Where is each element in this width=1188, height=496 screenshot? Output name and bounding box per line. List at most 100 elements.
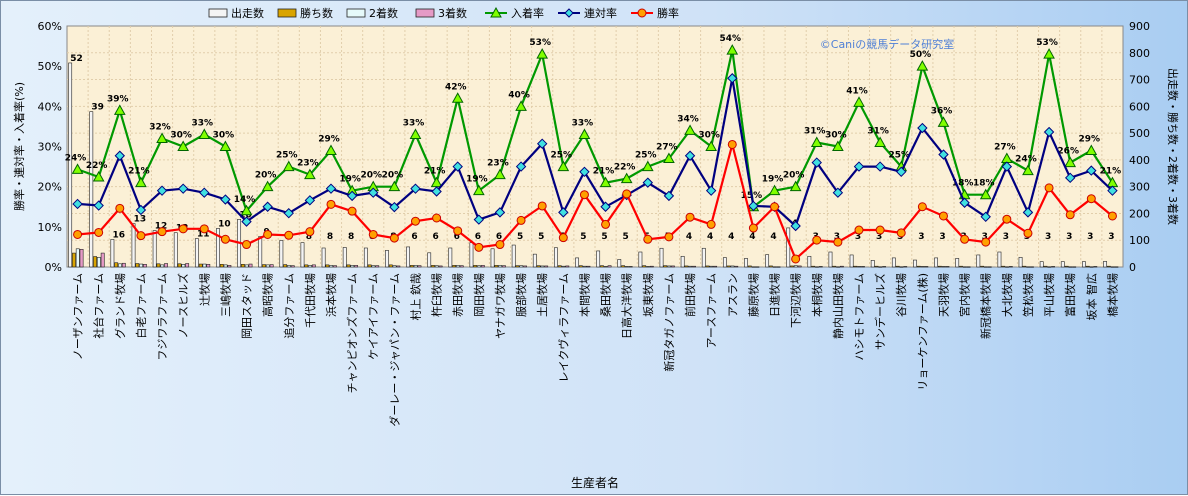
- bar-value-label: 5: [538, 232, 544, 242]
- marker-勝率: [242, 240, 252, 250]
- line-value-label: 21%: [593, 167, 615, 177]
- bar-出走数: [1060, 261, 1065, 268]
- marker-連対率: [72, 198, 83, 210]
- marker-入着率: [219, 140, 232, 151]
- marker-連対率: [177, 183, 189, 194]
- line-value-label: 30%: [698, 131, 720, 141]
- bar-3着数: [861, 266, 865, 268]
- legend-marker: [637, 8, 647, 18]
- bar-勝ち数: [1085, 265, 1090, 268]
- marker-勝率: [516, 215, 526, 225]
- bar-勝ち数: [959, 265, 963, 268]
- bar-勝ち数: [367, 264, 372, 268]
- category-label: 浜本牧場: [324, 273, 338, 317]
- marker-連対率: [727, 73, 738, 84]
- bar-勝ち数: [156, 263, 161, 268]
- marker-連対率: [431, 186, 442, 197]
- bar-出走数: [152, 230, 157, 268]
- bar-出走数: [321, 247, 326, 268]
- line-value-label: 53%: [529, 38, 551, 48]
- category-label: 静内山田牧場: [831, 273, 845, 339]
- category-label: 赤田牧場: [451, 273, 465, 317]
- bar-出走数: [786, 227, 791, 268]
- bar-value-label: 4: [770, 232, 776, 242]
- marker-勝率: [220, 234, 230, 244]
- bar-出走数: [89, 111, 94, 268]
- line-value-label: 21%: [128, 167, 150, 177]
- bar-2着数: [793, 265, 798, 268]
- left-tick-label: 20%: [38, 181, 62, 194]
- marker-連対率: [832, 187, 844, 198]
- line-value-label: 30%: [825, 131, 847, 141]
- bar-出走数: [1082, 261, 1086, 268]
- bar-出走数: [849, 254, 854, 268]
- line-value-label: 23%: [487, 159, 509, 169]
- line-value-label: 20%: [382, 171, 404, 181]
- bar-出走数: [701, 247, 706, 268]
- marker-入着率: [1022, 164, 1034, 176]
- marker-入着率: [599, 176, 612, 188]
- bar-value-label: 3: [982, 232, 988, 242]
- category-label: ダーレー・ジャパン・ファーム: [387, 273, 401, 427]
- bar-2着数: [603, 266, 608, 268]
- bar-勝ち数: [473, 265, 478, 268]
- left-tick-label: 40%: [38, 100, 62, 113]
- marker-勝率: [812, 235, 822, 245]
- marker-勝率: [1065, 210, 1075, 220]
- marker-勝率: [643, 234, 653, 244]
- bar-value-label: 5: [517, 232, 523, 242]
- bar-勝ち数: [980, 265, 985, 268]
- bar-勝ち数: [219, 264, 224, 268]
- line-value-label: 29%: [318, 135, 340, 145]
- marker-入着率: [135, 176, 147, 188]
- marker-連対率: [600, 201, 611, 212]
- marker-入着率: [282, 160, 295, 172]
- bar-2着数: [709, 265, 714, 268]
- bar-2着数: [815, 266, 819, 268]
- marker-入着率: [240, 204, 253, 216]
- bar-3着数: [565, 265, 570, 268]
- marker-連対率: [811, 157, 822, 168]
- left-tick-label: 10%: [38, 221, 62, 234]
- category-label: 高昭牧場: [261, 273, 275, 317]
- marker-入着率: [768, 184, 781, 196]
- bar-3着数: [523, 265, 527, 268]
- marker-連対率: [896, 166, 907, 178]
- bar-3着数: [1114, 266, 1119, 268]
- marker-入着率: [937, 116, 950, 127]
- bar-勝ち数: [262, 264, 266, 268]
- marker-勝率: [94, 227, 104, 237]
- bar-2着数: [624, 266, 629, 268]
- marker-勝率: [1002, 214, 1012, 224]
- bar-2着数: [223, 264, 228, 268]
- bar-2着数: [75, 248, 80, 268]
- category-label: 坂東牧場: [641, 273, 655, 317]
- line-value-label: 20%: [255, 171, 277, 181]
- bar-勝ち数: [515, 265, 520, 268]
- marker-勝率: [896, 228, 906, 238]
- line-value-label: 25%: [551, 151, 573, 161]
- bar-出走数: [976, 254, 981, 268]
- marker-連対率: [93, 200, 104, 211]
- marker-入着率: [789, 180, 802, 192]
- marker-勝率: [685, 212, 695, 222]
- marker-連対率: [389, 201, 400, 213]
- bar-勝ち数: [578, 265, 583, 268]
- bar-value-label: 12: [155, 222, 168, 232]
- y-axis-left-title: 勝率・連対率・入着率(%): [12, 82, 26, 211]
- bar-3着数: [100, 252, 105, 268]
- marker-勝率: [770, 202, 780, 212]
- line-value-label: 19%: [339, 175, 361, 185]
- marker-連対率: [705, 185, 717, 196]
- line-入着率: [77, 49, 1114, 213]
- line-value-label: 22%: [614, 163, 636, 173]
- bar-勝ち数: [177, 263, 182, 268]
- category-label: 笠松牧場: [1021, 273, 1035, 317]
- legend-swatch: [415, 8, 435, 18]
- category-label: ハシモトファーム: [853, 273, 866, 361]
- bar-2着数: [836, 266, 840, 268]
- bar-勝ち数: [557, 265, 562, 268]
- marker-勝率: [833, 237, 843, 247]
- bar-3着数: [924, 266, 929, 268]
- category-label: 新冠橋本牧場: [979, 273, 993, 339]
